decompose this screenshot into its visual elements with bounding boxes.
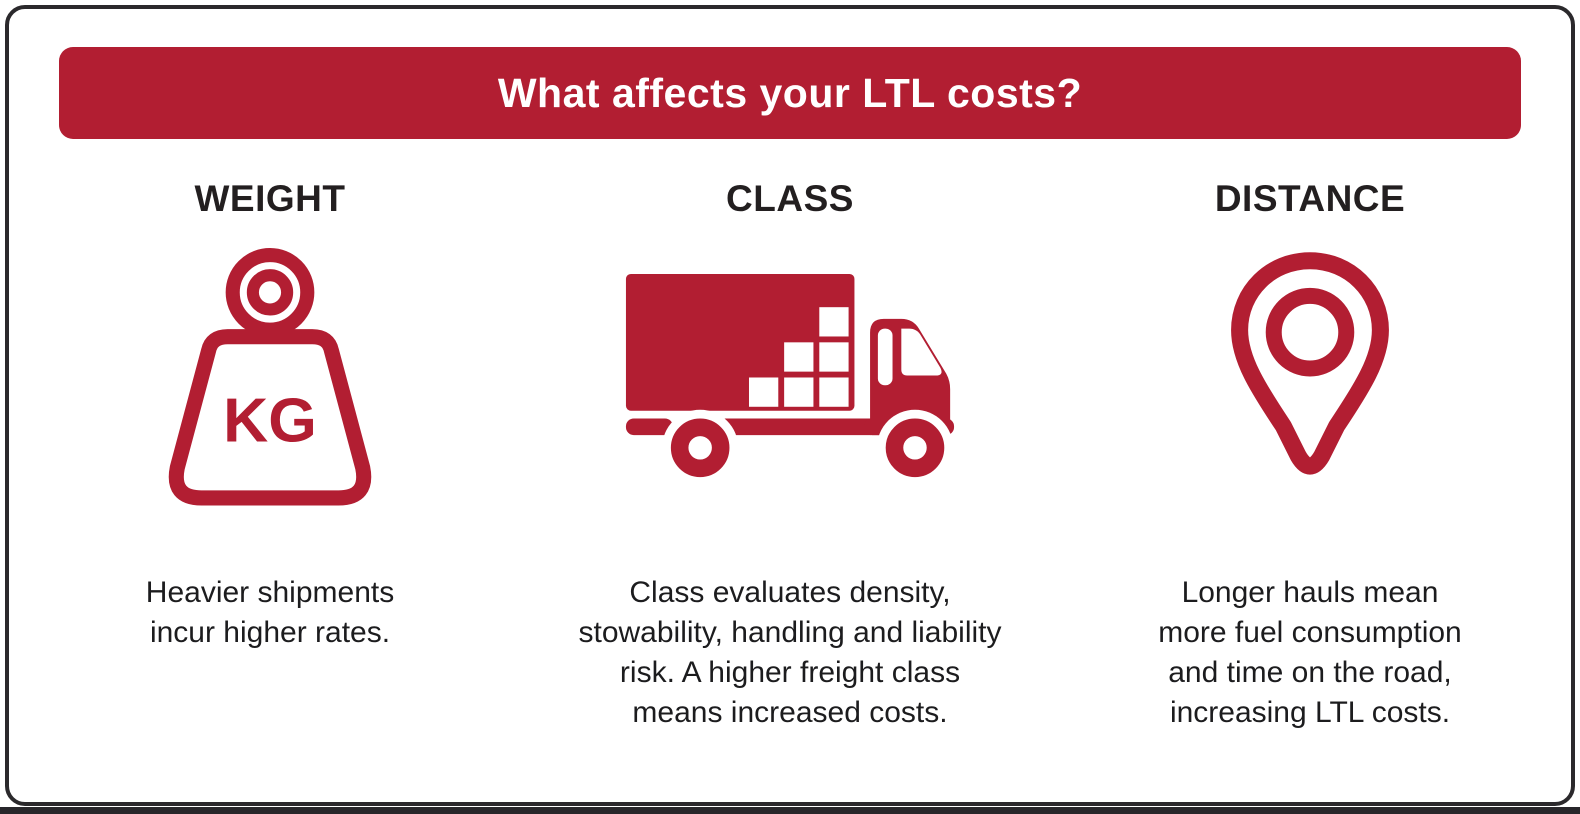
column-distance: DISTANCE Longer hauls mean more fuel con… <box>1070 177 1550 733</box>
distance-heading: DISTANCE <box>1214 178 1406 219</box>
title-banner: What affects your LTL costs? <box>59 47 1521 139</box>
distance-icon-box <box>1230 227 1390 527</box>
kg-label: KG <box>223 386 317 456</box>
class-icon-box <box>624 227 956 527</box>
freight-truck-icon <box>625 274 955 483</box>
factor-columns: WEIGHT KG Heavier shipments incur higher… <box>9 177 1571 733</box>
bottom-edge-strip <box>0 807 1580 814</box>
location-pin-icon <box>1231 252 1389 475</box>
infographic-card: What affects your LTL costs? WEIGHT KG H… <box>5 5 1575 806</box>
page-title: What affects your LTL costs? <box>497 69 1083 116</box>
kg-weight-icon: KG <box>168 248 372 506</box>
column-class: CLASS <box>510 177 1070 733</box>
class-heading: CLASS <box>726 178 854 219</box>
weight-description: Heavier shipments incur higher rates. <box>145 576 395 650</box>
weight-heading: WEIGHT <box>194 178 346 219</box>
distance-description: Longer hauls mean more fuel consumption … <box>1158 576 1462 730</box>
class-description: Class evaluates density, stowability, ha… <box>578 576 1002 730</box>
column-weight: WEIGHT KG Heavier shipments incur higher… <box>30 177 510 733</box>
weight-icon-box: KG <box>149 227 391 527</box>
